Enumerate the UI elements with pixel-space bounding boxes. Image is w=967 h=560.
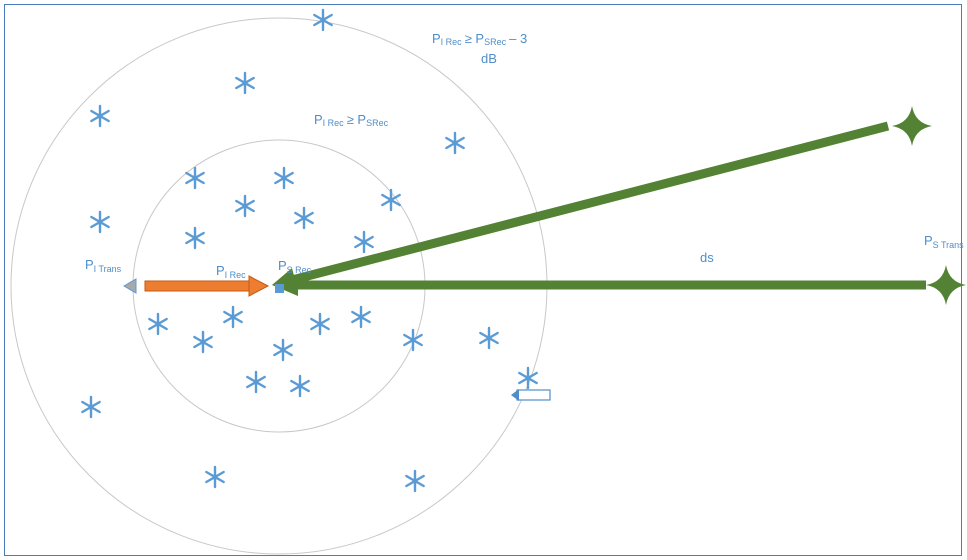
star-icon xyxy=(205,465,225,489)
signal-arrow-diagonal xyxy=(272,121,890,291)
star-icon xyxy=(354,230,374,254)
star-icon xyxy=(90,104,110,128)
signal-arrow-horizontal xyxy=(272,274,926,296)
star-icon xyxy=(148,312,168,336)
star-icon xyxy=(81,395,101,419)
distance-label: ds xyxy=(700,250,714,265)
star-icon xyxy=(445,131,465,155)
star-icon xyxy=(479,326,499,350)
star-icon xyxy=(273,338,293,362)
star-icon xyxy=(351,305,371,329)
star-icon xyxy=(223,305,243,329)
star-icon xyxy=(274,166,294,190)
interferer-receive-label: PI Rec xyxy=(216,263,246,280)
star-icon xyxy=(90,210,110,234)
star-icon xyxy=(235,194,255,218)
star-icon xyxy=(518,366,538,390)
diagram-frame xyxy=(4,4,962,556)
satellite-transmitter-label: PS Trans xyxy=(924,233,964,250)
satellite-transmitter-icon xyxy=(892,106,932,146)
outer-condition-label: PI Rec ≥ PSRec – 3 xyxy=(432,31,527,47)
satellite-transmitter-icon xyxy=(926,265,966,305)
receiver-icon xyxy=(275,284,284,293)
small-callout-arrow xyxy=(511,389,551,401)
star-icon xyxy=(185,226,205,250)
star-icon xyxy=(310,312,330,336)
outer-condition-unit: dB xyxy=(481,51,497,66)
interferer-arrow xyxy=(144,275,270,297)
interferer-transmitter-icon xyxy=(123,278,137,294)
star-icon xyxy=(193,330,213,354)
star-field xyxy=(81,8,538,493)
satellite-receive-label: PS Rec xyxy=(278,258,312,275)
star-icon xyxy=(246,370,266,394)
star-icon xyxy=(290,374,310,398)
interferer-transmitter-label: PI Trans xyxy=(85,257,122,274)
star-icon xyxy=(235,71,255,95)
star-icon xyxy=(405,469,425,493)
star-icon xyxy=(313,8,333,32)
star-icon xyxy=(294,206,314,230)
inner-condition-label: PI Rec ≥ PSRec xyxy=(314,112,389,128)
star-icon xyxy=(403,328,423,352)
